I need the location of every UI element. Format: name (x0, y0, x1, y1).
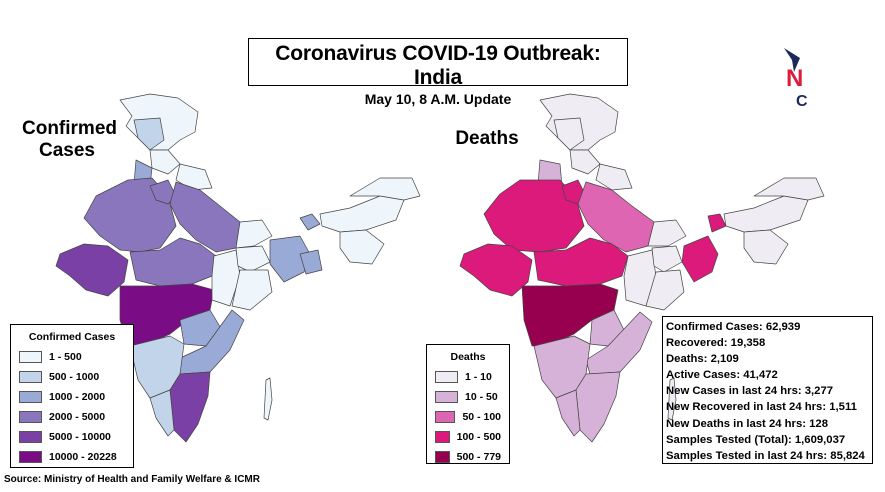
region-jharkhand (235, 245, 271, 273)
legend-item: 1 - 10 (435, 367, 501, 387)
logo-letter-n: N (786, 65, 803, 92)
legend-item: 500 - 779 (435, 447, 501, 467)
legend-swatch (435, 431, 450, 443)
region-bihar (235, 219, 273, 249)
legend-label: 2000 - 5000 (49, 411, 106, 423)
region-tamilnadu (575, 371, 621, 443)
region-himachal (149, 149, 181, 175)
stat-line: Samples Tested (Total): 1,609,037 (666, 433, 846, 446)
nc-logo: N C (784, 48, 808, 108)
legend-item: 10000 - 20228 (19, 447, 125, 467)
region-assam (319, 195, 405, 233)
region-sikkim (299, 213, 321, 231)
legend-item: 100 - 500 (435, 427, 501, 447)
region-kerala (555, 389, 581, 437)
region-tamilnadu (169, 371, 211, 443)
stat-line: New Cases in last 24 hrs: 3,277 (666, 385, 834, 398)
region-ne-south (743, 229, 789, 265)
region-uttarakhand (595, 163, 633, 191)
legend-title: Confirmed Cases (28, 331, 116, 343)
deaths-map (459, 93, 825, 443)
legend-item: 10 - 50 (435, 387, 501, 407)
region-kerala (149, 389, 175, 437)
deaths-map-label: Deaths (455, 128, 519, 149)
legend-label: 10000 - 20228 (49, 451, 117, 463)
region-ne-south (339, 229, 385, 265)
page-title: Coronavirus COVID-19 Outbreak: India (275, 42, 601, 89)
legend-item: 500 - 1000 (19, 367, 125, 387)
region-westbengal (681, 235, 719, 283)
source-note: Source: Ministry of Health and Family We… (4, 474, 260, 485)
region-arunachal (349, 177, 421, 201)
region-assam (723, 195, 809, 233)
legend-swatch (435, 411, 456, 423)
region-jk-valley (133, 117, 165, 151)
legend-swatch (435, 371, 458, 383)
legend-swatch (435, 451, 450, 463)
legend-label: 100 - 500 (456, 431, 501, 443)
title-box: Coronavirus COVID-19 Outbreak: India May… (248, 38, 628, 107)
legend-item: 5000 - 10000 (19, 427, 125, 447)
region-tripura (299, 249, 323, 275)
legend-label: 5000 - 10000 (49, 431, 111, 443)
legend-item: 2000 - 5000 (19, 407, 125, 427)
legend-label: 1 - 500 (49, 351, 82, 363)
legend-label: 500 - 779 (456, 451, 501, 463)
region-andaman (263, 377, 273, 421)
legend-swatch (19, 371, 42, 383)
page-subtitle: May 10, 8 A.M. Update (364, 91, 512, 107)
confirmed-cases-map (55, 93, 421, 443)
legend-item: 1000 - 2000 (19, 387, 125, 407)
legend-swatch (19, 451, 42, 463)
legend-item: 50 - 100 (435, 407, 501, 427)
region-andaman (667, 377, 677, 421)
legend-swatch (435, 391, 458, 403)
deaths-legend: Deaths 1 - 10 10 - 50 50 - 100 100 - 500 500… (426, 344, 510, 464)
legend-label: 1000 - 2000 (49, 391, 106, 403)
legend-swatch (19, 411, 42, 423)
confirmed-map-label: Confirmed Cases (22, 118, 117, 161)
stat-line: Samples Tested in last 24 hrs: 85,824 (666, 449, 865, 462)
stats-box: Confirmed Cases: 62,939 Recovered: 19,358… (662, 316, 873, 464)
legend-item: 1 - 500 (19, 347, 125, 367)
legend-swatch (19, 351, 42, 363)
stat-line: New Recovered in last 24 hrs: 1,511 (666, 401, 857, 414)
legend-swatch (19, 431, 42, 443)
region-odisha (231, 269, 273, 311)
region-jk-valley (553, 117, 585, 151)
stat-line: Recovered: 19,358 (666, 337, 766, 350)
region-westbengal (269, 235, 311, 283)
region-up (577, 181, 655, 253)
legend-label: 10 - 50 (465, 391, 498, 403)
stat-line: New Deaths in last 24 hrs: 128 (666, 417, 828, 430)
region-bihar (647, 219, 687, 247)
logo-letter-c: C (796, 93, 808, 108)
stat-line: Confirmed Cases: 62,939 (666, 321, 801, 333)
region-himachal (569, 149, 601, 175)
legend-label: 50 - 100 (462, 411, 501, 423)
legend-label: 1 - 10 (465, 371, 492, 383)
region-uttarakhand (175, 163, 213, 191)
stat-line: Deaths: 2,109 (666, 353, 739, 366)
region-mp (533, 237, 629, 287)
region-jharkhand (651, 245, 683, 273)
region-sikkim (707, 213, 727, 233)
logo-arrow-icon (784, 48, 800, 72)
legend-label: 500 - 1000 (49, 371, 100, 383)
region-odisha (645, 269, 685, 311)
legend-swatch (19, 391, 42, 403)
stat-line: Active Cases: 41,472 (666, 369, 778, 382)
region-arunachal (753, 177, 825, 201)
confirmed-legend: Confirmed Cases 1 - 500 500 - 1000 1000 - … (10, 324, 134, 468)
legend-title: Deaths (450, 351, 486, 363)
region-gujarat (459, 243, 533, 297)
region-up (169, 181, 241, 253)
region-gujarat (55, 243, 129, 297)
